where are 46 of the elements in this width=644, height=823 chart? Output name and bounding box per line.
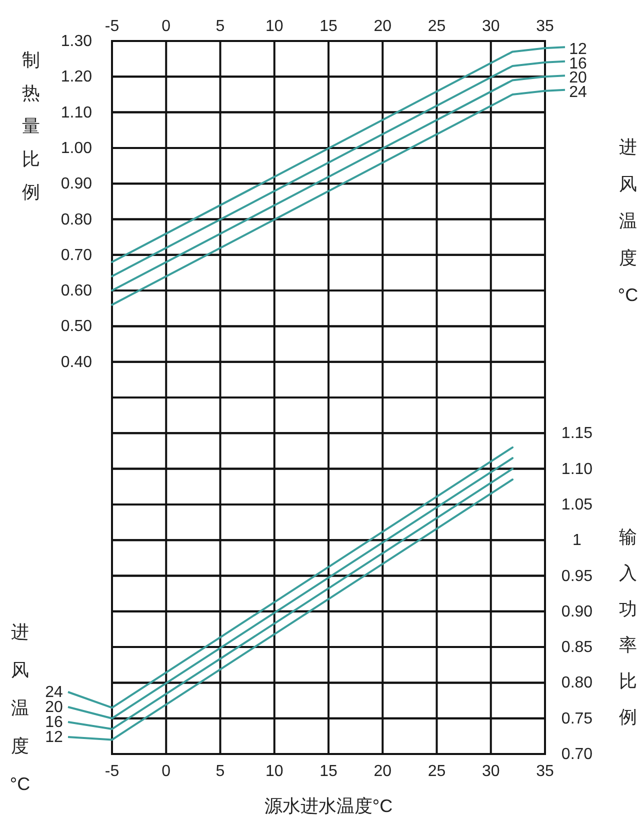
x-axis-title: 源水进水温度°C (264, 796, 393, 816)
x-tick-label: 0 (162, 18, 171, 35)
y-tick-label: 1.20 (60, 68, 92, 86)
x-tick-label: 25 (428, 18, 446, 35)
x-tick-label: 30 (482, 18, 500, 35)
y-tick-label: 1.30 (60, 33, 92, 50)
y-tick-label: 1.10 (60, 104, 92, 122)
y-tick-label: 0.80 (60, 211, 92, 228)
x2-tick-label: -5 (104, 763, 120, 780)
x2-tick-label: 35 (536, 763, 554, 780)
y2-tick-label: 0.75 (561, 710, 593, 728)
x2-tick-label: 5 (216, 763, 225, 780)
y2-tick-label: 1.15 (561, 425, 593, 442)
y2-tick-label: 0.95 (561, 568, 593, 585)
x-tick-label: -5 (104, 18, 120, 35)
x2-tick-label: 10 (265, 763, 284, 780)
x2-tick-label: 0 (162, 763, 171, 780)
x2-tick-label: 15 (320, 763, 338, 780)
y2-tick-label: 0.70 (561, 746, 593, 763)
annotation: 进风温度°C (10, 622, 30, 794)
y2-tick-label: 1 (572, 532, 582, 550)
text: 24 (45, 684, 63, 701)
x-tick-label: 35 (536, 18, 554, 35)
y2-tick-label: 1.05 (561, 496, 593, 514)
text: 20 (45, 699, 63, 716)
text: 12 (45, 729, 63, 746)
y2label: 输入功率比例 (619, 527, 637, 727)
y2-tick-label: 0.80 (561, 674, 593, 692)
x2-tick-label: 20 (374, 763, 392, 780)
x2-tick-label: 30 (482, 763, 500, 780)
x2-tick-label: 25 (428, 763, 446, 780)
x-tick-label: 5 (216, 18, 225, 35)
x-tick-label: 10 (265, 18, 284, 35)
x-tick-label: 15 (320, 18, 338, 35)
y2-tick-label: 0.85 (561, 639, 593, 656)
y-tick-label: 0.60 (60, 282, 92, 300)
y-tick-label: 0.50 (60, 318, 92, 336)
text: 16 (45, 714, 63, 731)
y-tick-label: 0.70 (60, 246, 92, 264)
y-tick-label: 1.00 (60, 140, 92, 157)
x-tick-label: 20 (374, 18, 392, 35)
ylabel: 制热量比例 (22, 50, 40, 202)
y-tick-label: 0.40 (60, 354, 92, 371)
y2-tick-label: 1.10 (561, 460, 593, 478)
y2-tick-label: 0.90 (561, 603, 593, 620)
y-tick-label: 0.90 (60, 176, 92, 193)
